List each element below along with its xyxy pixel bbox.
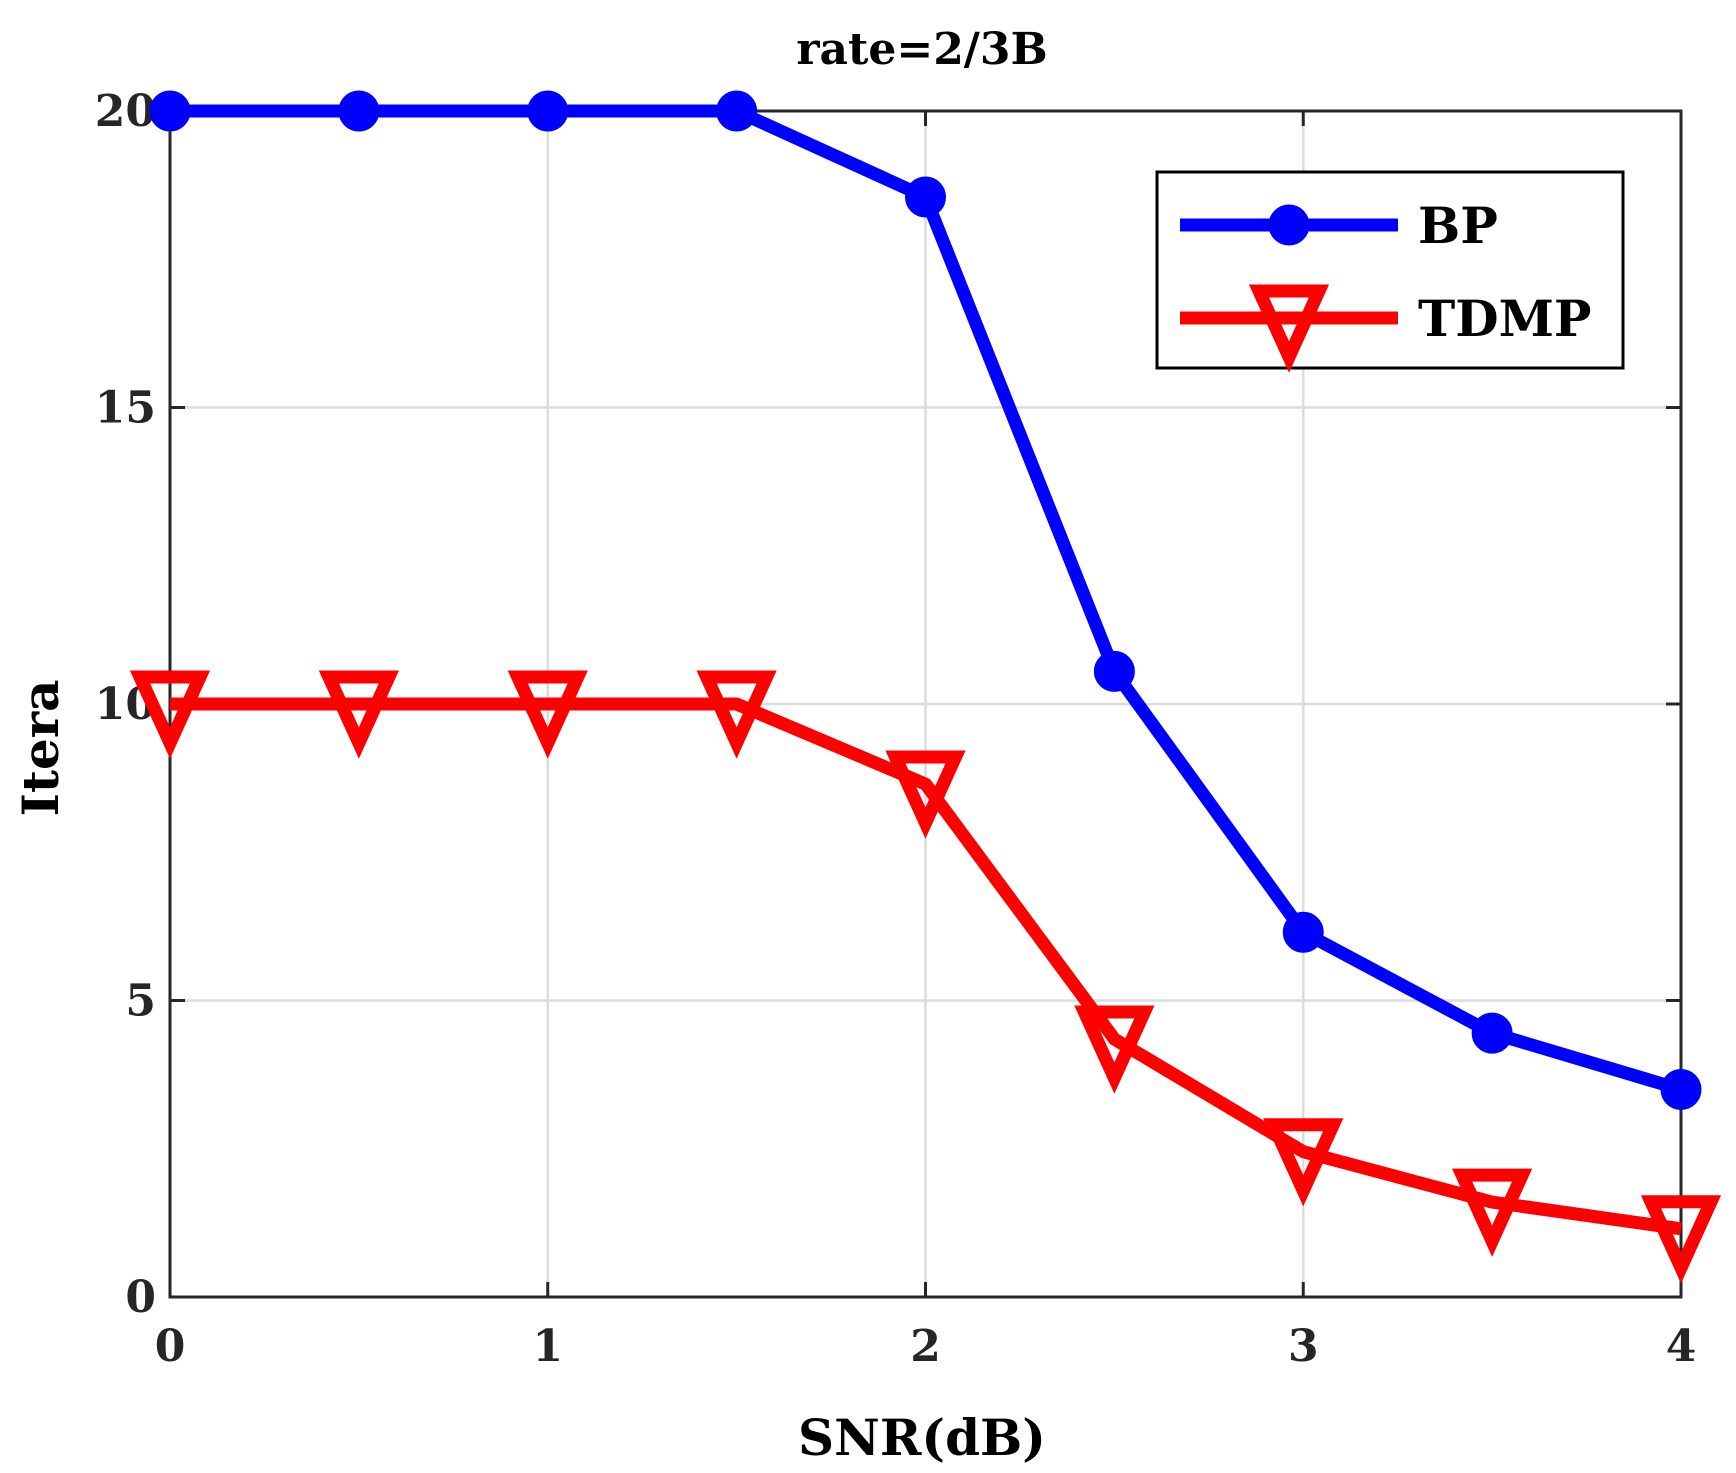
series-bp — [149, 90, 1702, 1110]
x-tick-label: 2 — [910, 1321, 941, 1372]
bp-point — [1660, 1068, 1702, 1110]
tdmp-point — [1263, 1118, 1344, 1207]
bp-point — [338, 90, 380, 132]
legend-tdmp-marker — [1248, 284, 1330, 373]
legend-box — [1155, 170, 1625, 370]
tdmp-point — [696, 670, 777, 759]
legend-bp-marker — [1268, 204, 1310, 246]
bp-point — [1282, 911, 1324, 953]
x-tick-label: 4 — [1666, 1321, 1697, 1372]
x-tick-label: 1 — [532, 1321, 563, 1372]
tdmp-point — [318, 670, 399, 759]
y-axis-label: Itera — [11, 679, 70, 816]
series-group — [129, 90, 1722, 1284]
bp-point — [149, 90, 191, 132]
chart-title: rate=2/3B — [796, 24, 1047, 75]
y-tick-label: 15 — [95, 383, 156, 434]
tdmp-line — [170, 697, 1682, 1236]
tdmp-point — [1640, 1195, 1722, 1284]
x-tick-label: 0 — [155, 1321, 186, 1372]
legend-bp-label: BP — [1418, 196, 1498, 255]
legend-tdmp-label: TDMP — [1418, 289, 1592, 348]
x-tick-label: 3 — [1288, 1321, 1319, 1372]
bp-point — [905, 176, 946, 218]
x-axis-label: SNR(dB) — [798, 1408, 1046, 1467]
legend: BP TDMP — [1155, 170, 1625, 373]
series-tdmp — [129, 670, 1722, 1284]
bp-point — [1471, 1012, 1513, 1054]
y-tick-label: 0 — [125, 1272, 156, 1323]
y-tick-label: 5 — [125, 976, 156, 1027]
tdmp-point — [507, 670, 588, 759]
bp-point — [1093, 650, 1135, 692]
tdmp-point — [885, 750, 966, 839]
y-tick-label: 20 — [95, 86, 156, 137]
tdmp-point — [129, 670, 211, 759]
bp-point — [527, 90, 569, 132]
tdmp-point — [1074, 1005, 1155, 1094]
bp-point — [716, 90, 758, 132]
tdmp-point — [1452, 1168, 1533, 1257]
